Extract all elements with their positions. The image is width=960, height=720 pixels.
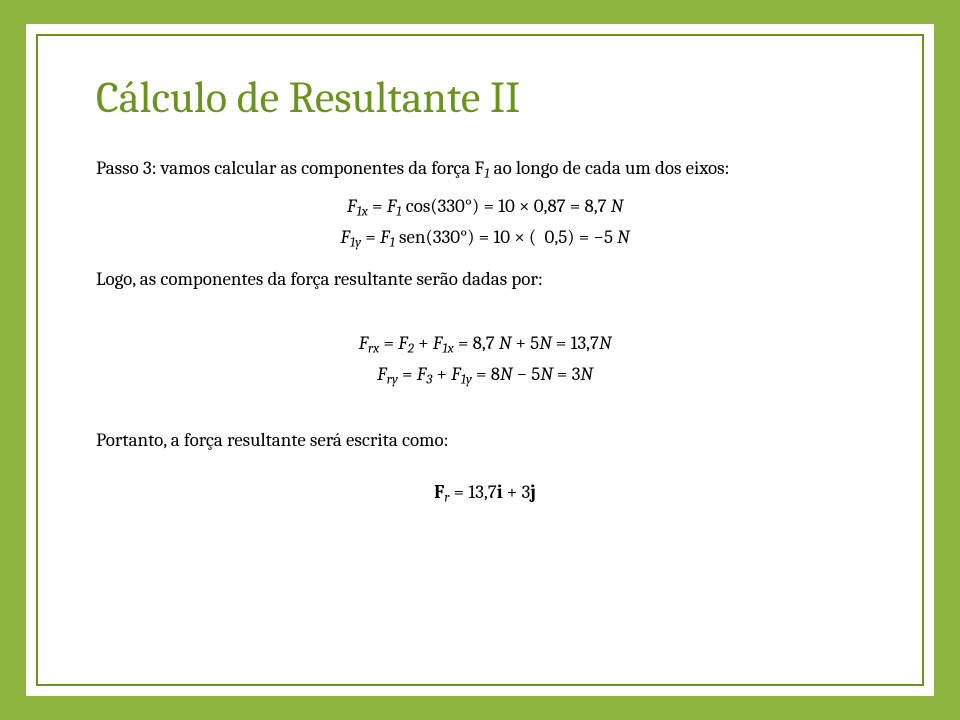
slide-title: Cálculo de Resultante II [96, 74, 874, 122]
eq-final: Fr = 13,7i + 3j [96, 480, 874, 508]
eq-fry: Fry = F3 + F1y = 8N − 5N = 3N [96, 360, 874, 391]
slide-body: Passo 3: vamos calcular as componentes d… [96, 156, 874, 507]
eq-block-resultant: Frx = F2 + F1x = 8,7 N + 5N = 13,7N Fry … [96, 329, 874, 390]
slide-frame: Cálculo de Resultante II Passo 3: vamos … [26, 24, 934, 696]
slide-content: Cálculo de Resultante II Passo 3: vamos … [96, 74, 874, 508]
subscript: 1 [484, 167, 489, 182]
eq-f1x: F1x = F1 cos(330°) = 10 × 0,87 = 8,7 N [96, 192, 874, 223]
eq-block-components: F1x = F1 cos(330°) = 10 × 0,87 = 8,7 N F… [96, 192, 874, 253]
eq-frx: Frx = F2 + F1x = 8,7 N + 5N = 13,7N [96, 329, 874, 360]
eq-f1y: F1y = F1 sen(330°) = 10 × ( 0,5) = −5 N [96, 223, 874, 254]
portanto-text: Portanto, a força resultante será escrit… [96, 428, 874, 454]
step-intro-text: Passo 3: vamos calcular as componentes d… [96, 156, 874, 184]
logo-text: Logo, as componentes da força resultante… [96, 267, 874, 293]
